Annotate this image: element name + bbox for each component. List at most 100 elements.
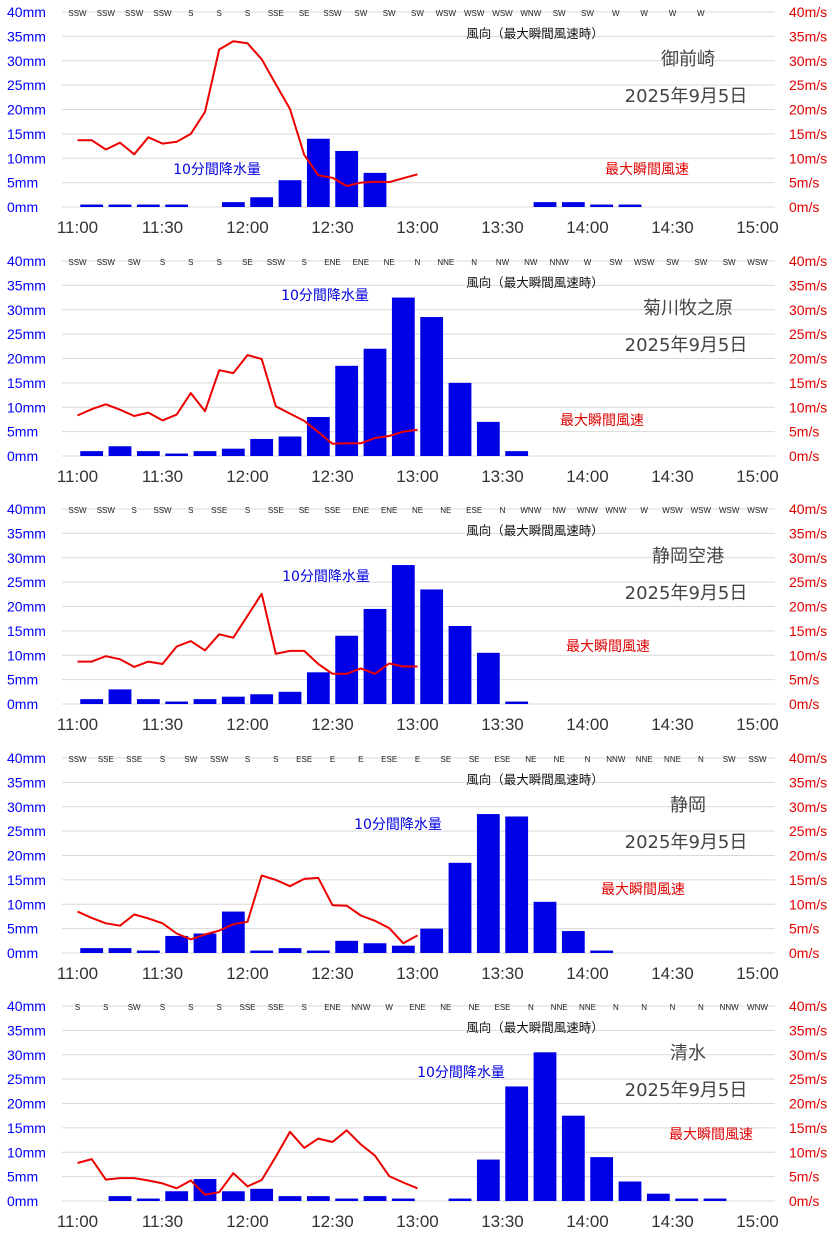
wind-direction-label: NE <box>440 1003 451 1012</box>
wind-direction-label: SSW <box>97 9 116 18</box>
wind-direction-label: N <box>613 1003 619 1012</box>
station-name: 御前崎 <box>661 49 715 70</box>
left-axis-tick-label: 15mm <box>7 871 46 887</box>
wind-direction-label: ENE <box>381 506 397 515</box>
x-axis-tick-label: 13:00 <box>396 715 439 734</box>
right-axis-tick-label: 0m/s <box>789 945 819 961</box>
right-axis-tick-label: 30m/s <box>789 301 827 317</box>
wind-direction-label: SSW <box>97 506 116 515</box>
left-axis-tick-label: 35mm <box>7 774 46 790</box>
right-axis-tick-label: 10m/s <box>789 399 827 415</box>
wind-direction-label: W <box>612 9 620 18</box>
station-name: 清水 <box>670 1043 706 1064</box>
rain-bar <box>448 382 472 456</box>
right-axis-tick-label: 35m/s <box>789 277 827 293</box>
wind-direction-label: WSW <box>719 506 740 515</box>
left-axis-tick-label: 25mm <box>7 823 46 839</box>
wind-direction-label: S <box>216 1003 221 1012</box>
chart-date: 2025年9月5日 <box>625 335 748 356</box>
station-name: 菊川牧之原 <box>643 298 733 319</box>
wind-direction-label: SSW <box>153 9 172 18</box>
wind-direction-label: S <box>188 1003 193 1012</box>
rain-bar <box>136 450 160 456</box>
wind-direction-label: SSW <box>68 258 87 267</box>
wind-direction-label: SSW <box>323 9 342 18</box>
right-axis-tick-label: 15m/s <box>789 623 827 639</box>
wind-direction-label: SW <box>723 755 736 764</box>
x-axis-tick-label: 11:00 <box>57 964 98 983</box>
x-axis-tick-label: 13:30 <box>481 715 524 734</box>
station-name: 静岡空港 <box>652 546 724 567</box>
x-axis-tick-label: 11:30 <box>142 964 183 983</box>
wind-direction-label: N <box>528 1003 534 1012</box>
right-axis-tick-label: 10m/s <box>789 896 827 912</box>
left-axis-tick-label: 35mm <box>7 277 46 293</box>
rain-bar <box>590 1157 614 1201</box>
wind-direction-label: S <box>273 755 278 764</box>
rain-bar <box>250 438 274 456</box>
left-axis-tick-label: 5mm <box>7 175 38 191</box>
wind-direction-label: SW <box>128 1003 141 1012</box>
wind-series-label: 最大瞬間風速 <box>601 882 685 898</box>
x-axis-tick-label: 11:30 <box>142 467 183 486</box>
right-axis-tick-label: 25m/s <box>789 1071 827 1087</box>
rain-bar <box>448 626 472 704</box>
rain-bar <box>108 947 132 953</box>
rain-bar <box>476 421 500 456</box>
rain-bar <box>505 816 529 953</box>
left-axis-tick-label: 5mm <box>7 920 38 936</box>
left-axis-tick-label: 35mm <box>7 525 46 541</box>
right-axis-tick-label: 10m/s <box>789 647 827 663</box>
rain-bar <box>533 202 557 207</box>
wind-direction-label: S <box>131 506 136 515</box>
rain-bar <box>391 297 415 456</box>
chart-panel: 0mm 5mm 10mm 15mm 20mm 25mm 30mm 35mm 40mm 0m/s 5m… <box>7 253 827 486</box>
x-axis-tick-label: 15:00 <box>736 1212 779 1231</box>
wind-direction-label: SW <box>581 9 594 18</box>
wind-direction-label: NNW <box>550 258 570 267</box>
wind-direction-label: SE <box>299 506 310 515</box>
x-axis-tick-label: 12:00 <box>226 964 269 983</box>
rain-bar <box>476 1159 500 1201</box>
rain-bar <box>108 204 132 207</box>
right-axis-tick-label: 25m/s <box>789 326 827 342</box>
rain-bar <box>278 436 302 456</box>
wind-direction-label: S <box>188 9 193 18</box>
wind-series-label: 最大瞬間風速 <box>669 1127 753 1143</box>
wind-direction-label: ESE <box>296 755 312 764</box>
rain-bar <box>505 1086 529 1201</box>
wind-direction-label: WNW <box>520 506 541 515</box>
x-axis-tick-label: 12:00 <box>226 218 269 237</box>
wind-direction-label: N <box>585 755 591 764</box>
chart-date: 2025年9月5日 <box>625 86 748 107</box>
wind-direction-label: NNE <box>664 755 681 764</box>
rain-bar <box>193 699 217 704</box>
right-axis-tick-label: 20m/s <box>789 599 827 615</box>
wind-speed-line <box>77 592 418 675</box>
right-axis-tick-label: 0m/s <box>789 1193 819 1209</box>
rain-bar <box>335 940 359 953</box>
rain-bar <box>136 204 160 207</box>
wind-direction-label: W <box>640 506 648 515</box>
wind-direction-label: S <box>245 506 250 515</box>
left-axis-tick-label: 20mm <box>7 599 46 615</box>
wind-direction-label: SSW <box>68 9 87 18</box>
wind-direction-label: W <box>669 9 677 18</box>
right-axis-tick-label: 35m/s <box>789 774 827 790</box>
rain-series-label: 10分間降水量 <box>417 1065 505 1081</box>
left-axis-tick-label: 35mm <box>7 28 46 44</box>
wind-direction-label: SSE <box>126 755 142 764</box>
right-axis-tick-label: 25m/s <box>789 77 827 93</box>
wind-direction-label: NNW <box>720 1003 740 1012</box>
left-axis-tick-label: 30mm <box>7 301 46 317</box>
direction-caption: 風向（最大瞬間風速時） <box>466 1020 604 1035</box>
rain-bar <box>165 1191 189 1201</box>
right-axis-tick-label: 20m/s <box>789 847 827 863</box>
left-axis-tick-label: 0mm <box>7 199 38 215</box>
wind-series-label: 最大瞬間風速 <box>605 162 689 178</box>
wind-series-label: 最大瞬間風速 <box>566 639 650 655</box>
chart-date: 2025年9月5日 <box>625 1080 748 1101</box>
left-axis-tick-label: 30mm <box>7 53 46 69</box>
x-axis-tick-label: 12:30 <box>311 715 354 734</box>
x-axis-tick-label: 11:00 <box>57 715 98 734</box>
